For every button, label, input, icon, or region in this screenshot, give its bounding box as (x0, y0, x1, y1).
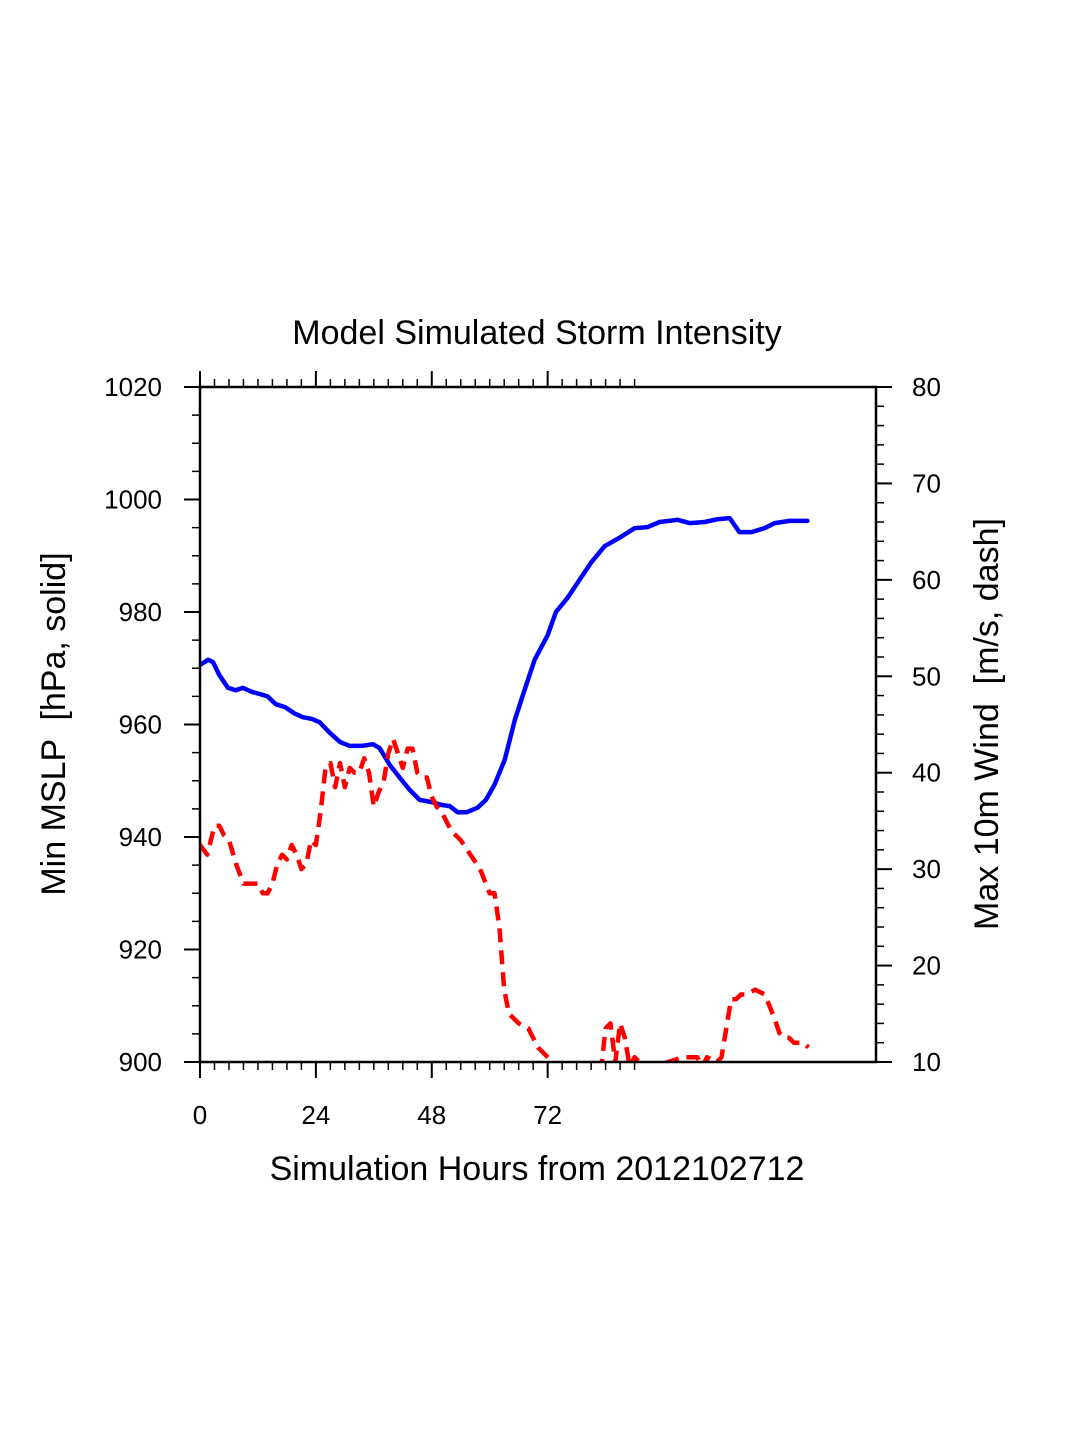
x-tick-label: 24 (301, 1100, 330, 1130)
y-left-tick-label: 920 (119, 935, 162, 965)
x-minor-ticks-bottom (213, 1062, 636, 1070)
x-tick-label: 0 (193, 1100, 207, 1130)
y-left-tick-label: 1000 (104, 485, 162, 515)
y-left-tick-labels: 900 920 940 960 980 1000 1020 (104, 372, 162, 1077)
y-right-tick-label: 50 (912, 661, 941, 691)
y-right-tick-label: 30 (912, 854, 941, 884)
y-right-tick-label: 70 (912, 468, 941, 498)
x-minor-ticks-top (213, 379, 636, 387)
chart-title: Model Simulated Storm Intensity (292, 314, 781, 352)
series-max-wind-line (200, 736, 810, 1062)
series-group (200, 515, 810, 1062)
x-axis-label: Simulation Hours from 2012102712 (270, 1150, 805, 1188)
y-right-axis-label: Max 10m Wind [m/s, dash] (968, 518, 1006, 930)
y-right-ticks (876, 386, 892, 1063)
y-right-tick-label: 60 (912, 565, 941, 595)
x-tick-label: 72 (533, 1100, 562, 1130)
y-left-tick-label: 900 (119, 1047, 162, 1077)
y-left-axis-label: Min MSLP [hPa, solid] (35, 552, 73, 895)
y-right-tick-label: 40 (912, 758, 941, 788)
x-major-ticks (199, 371, 549, 1078)
x-tick-labels: 0 24 48 72 (193, 1100, 562, 1130)
y-right-tick-labels: 10 20 30 40 50 60 70 80 (912, 372, 941, 1077)
y-right-tick-label: 10 (912, 1047, 941, 1077)
plot-frame (198, 385, 878, 1064)
y-left-tick-label: 980 (119, 597, 162, 627)
x-tick-label: 48 (417, 1100, 446, 1130)
y-left-tick-label: 940 (119, 822, 162, 852)
y-right-tick-label: 20 (912, 951, 941, 981)
y-left-tick-label: 960 (119, 710, 162, 740)
y-right-tick-label: 80 (912, 372, 941, 402)
series-min-mslp-line (200, 515, 810, 815)
y-left-tick-label: 1020 (104, 372, 162, 402)
y-left-ticks (184, 386, 200, 1063)
